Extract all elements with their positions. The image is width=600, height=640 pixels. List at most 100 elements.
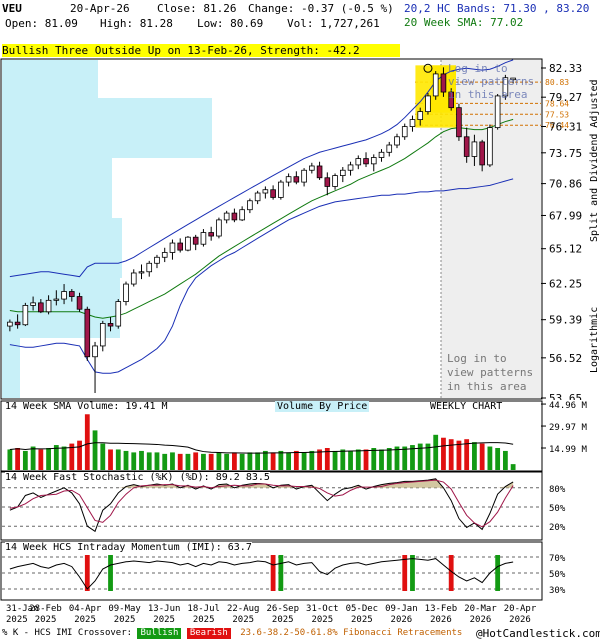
candle-body: [223, 212, 230, 221]
crossover-marker: [410, 555, 415, 591]
candle-body: [432, 73, 439, 97]
candle-body: [378, 151, 385, 158]
bearish-chip: Bearish: [186, 628, 231, 639]
candle-body: [262, 189, 269, 194]
vbp-bar: [2, 338, 20, 398]
candle-body: [200, 232, 207, 245]
price-tick-label: 53.65: [549, 392, 582, 400]
volume-bar: [193, 452, 199, 470]
login-text-bottom[interactable]: Log in to view patterns in this area: [447, 352, 533, 394]
volume-bar: [170, 452, 175, 470]
stochastic-title: 14 Week Fast Stochastic (%K) (%D): 89.2 …: [5, 472, 270, 483]
candle-body: [92, 345, 98, 358]
x-tick-year: 2025: [6, 615, 28, 625]
candle-body: [107, 323, 114, 327]
candle-body: [115, 301, 122, 327]
candle-body: [409, 119, 416, 128]
volume-bar: [301, 452, 307, 470]
lower-band-line: [9, 178, 514, 374]
volume-bar: [324, 448, 330, 470]
imi-line: [9, 558, 514, 590]
volume-bar: [448, 439, 454, 470]
volume-bar: [162, 453, 168, 470]
stoch-tick-label: 80%: [549, 485, 566, 495]
volume-bar: [15, 448, 21, 470]
volume-bar: [154, 452, 160, 470]
x-tick-year: 2026: [430, 615, 452, 625]
stoch-d-line: [9, 479, 514, 528]
pattern-banner: Bullish Three Outside Up on 13-Feb-26, S…: [2, 44, 400, 57]
x-tick-year: 2025: [272, 615, 294, 625]
candle-body: [324, 177, 331, 187]
x-tick-label: 04-Apr: [69, 604, 102, 614]
candle-body: [161, 252, 168, 258]
candle-body: [45, 299, 52, 313]
x-tick-year: 2025: [311, 615, 333, 625]
volume-value: Vol: 1,727,261: [287, 17, 380, 30]
login-line-1: Log in to: [447, 352, 507, 365]
volume-bar: [487, 446, 493, 470]
candle-body: [332, 175, 338, 187]
symbol: VEU: [2, 2, 22, 15]
candle-body: [239, 209, 245, 221]
close-value: Close: 81.26: [157, 2, 237, 15]
fib-label: 80.83: [545, 78, 569, 87]
candle-body: [370, 157, 377, 165]
candle-body: [99, 323, 106, 347]
volume-bar: [355, 449, 361, 470]
brand-link[interactable]: @HotCandlestick.com: [476, 627, 600, 640]
volume-bar: [185, 453, 191, 470]
fib-label: 76.44: [545, 121, 569, 130]
x-tick-year: 2025: [193, 615, 215, 625]
candle-body: [69, 291, 75, 297]
candle-body: [355, 158, 362, 166]
volume-bar: [479, 443, 485, 470]
x-tick-year: 2025: [35, 615, 57, 625]
volume-bar: [177, 453, 183, 470]
volume-bar: [216, 452, 222, 470]
x-tick-year: 2025: [351, 615, 373, 625]
vbp-bar: [2, 98, 212, 158]
candle-body: [394, 136, 400, 146]
volume-bar: [84, 414, 90, 470]
volume-bar: [309, 450, 315, 470]
weekly-chart-label: WEEKLY CHART: [430, 401, 503, 412]
candle-body: [301, 169, 307, 183]
x-tick-label: 09-May: [108, 604, 141, 614]
change-value: Change: -0.37 (-0.5 %): [248, 2, 394, 15]
stoch-tick-label: 50%: [549, 504, 566, 514]
price-tick-label: 56.52: [549, 352, 582, 365]
candle-body: [38, 302, 44, 313]
x-tick-label: 28-Feb: [29, 604, 62, 614]
candle-body: [130, 272, 137, 285]
price-tick-label: 70.86: [549, 178, 582, 191]
candle-body: [339, 169, 346, 177]
candle-body: [440, 73, 447, 93]
x-tick-label: 13-Feb: [425, 604, 458, 614]
candle-body: [510, 77, 516, 81]
volume-bar: [262, 450, 268, 470]
candle-body: [22, 305, 29, 326]
candle-body: [61, 291, 67, 300]
price-tick-label: 76.31: [549, 121, 582, 134]
candle-body: [417, 111, 424, 120]
candle-body: [278, 181, 284, 198]
stochastic-chart: 80% 50% 20%: [0, 471, 566, 541]
split-dividend-label: Split and Dividend Adjusted: [589, 79, 600, 242]
crossover-marker: [402, 555, 408, 591]
volume-bar: [402, 446, 408, 470]
price-tick-label: 67.99: [549, 209, 582, 222]
candle-body: [309, 165, 315, 171]
candle-body: [192, 236, 199, 245]
crossover-label: % K - HCS IMI Crossover:: [2, 628, 133, 638]
volume-bar: [123, 450, 129, 470]
x-tick-year: 2025: [114, 615, 136, 625]
candle-body: [254, 192, 261, 202]
fib-label: 77.53: [545, 110, 569, 119]
volume-bar: [293, 450, 299, 470]
crossover-marker: [495, 555, 501, 591]
candle-body: [76, 296, 83, 310]
volume-bar: [30, 446, 36, 470]
x-tick-year: 2026: [509, 615, 531, 625]
crossover-marker: [278, 555, 284, 591]
